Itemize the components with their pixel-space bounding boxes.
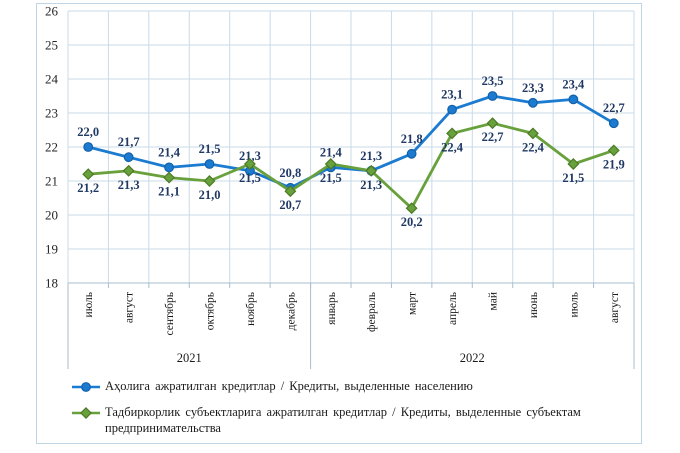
svg-text:23,1: 23,1 (441, 88, 463, 102)
svg-text:август: август (609, 292, 621, 323)
legend-label-business: Тадбиркорлик субъектларига ажратилган кр… (105, 404, 581, 436)
svg-text:25: 25 (45, 38, 58, 53)
svg-text:июль: июль (568, 292, 580, 317)
svg-text:21,1: 21,1 (158, 185, 180, 199)
svg-text:январь: январь (326, 292, 338, 325)
line-circle-marker-icon (72, 382, 100, 392)
svg-text:21,2: 21,2 (77, 181, 99, 195)
svg-text:август: август (124, 292, 136, 323)
svg-text:22,7: 22,7 (603, 101, 625, 115)
svg-text:21,5: 21,5 (199, 142, 221, 156)
svg-text:20,2: 20,2 (401, 215, 423, 229)
svg-text:22,4: 22,4 (522, 140, 545, 154)
svg-text:21,9: 21,9 (603, 157, 625, 171)
svg-text:21,3: 21,3 (118, 178, 140, 192)
svg-text:21,0: 21,0 (199, 188, 221, 202)
svg-text:февраль: февраль (366, 292, 378, 332)
svg-text:22: 22 (45, 140, 58, 155)
svg-text:июнь: июнь (528, 292, 540, 318)
svg-text:22,4: 22,4 (441, 140, 464, 154)
svg-text:21,8: 21,8 (401, 132, 423, 146)
svg-text:22,7: 22,7 (482, 130, 504, 144)
svg-text:22,0: 22,0 (77, 125, 99, 139)
svg-text:21,4: 21,4 (158, 145, 181, 159)
svg-text:19: 19 (45, 242, 58, 257)
svg-text:23,4: 23,4 (562, 77, 585, 91)
svg-text:26: 26 (45, 4, 59, 19)
svg-text:2021: 2021 (177, 351, 202, 365)
svg-text:21,3: 21,3 (360, 178, 382, 192)
svg-text:18: 18 (45, 276, 58, 291)
svg-text:2022: 2022 (460, 351, 485, 365)
legend-item-business: Тадбиркорлик субъектларига ажратилган кр… (71, 404, 627, 437)
svg-text:21,7: 21,7 (118, 135, 140, 149)
chart-legend: Аҳолига ажратилган кредитлар / Кредиты, … (71, 378, 627, 446)
svg-text:21,5: 21,5 (239, 171, 261, 185)
svg-text:март: март (407, 292, 419, 315)
svg-text:21: 21 (45, 174, 58, 189)
svg-text:июль: июль (83, 292, 95, 317)
legend-item-population: Аҳолига ажратилган кредитлар / Кредиты, … (71, 378, 627, 395)
svg-text:20,8: 20,8 (279, 166, 301, 180)
svg-text:май: май (488, 292, 500, 310)
svg-text:21,3: 21,3 (360, 149, 382, 163)
svg-text:сентябрь: сентябрь (164, 292, 176, 336)
chart-frame: 18 19 20 21 22 23 24 25 26 июль август сентябрь октя… (36, 3, 642, 444)
svg-text:23,5: 23,5 (482, 74, 504, 88)
svg-text:октябрь: октябрь (205, 292, 217, 330)
svg-text:20: 20 (45, 208, 58, 223)
svg-text:23: 23 (45, 106, 58, 121)
svg-text:20,7: 20,7 (279, 198, 301, 212)
legend-label-population: Аҳолига ажратилган кредитлар / Кредиты, … (105, 379, 473, 393)
svg-text:ноябрь: ноябрь (245, 292, 257, 326)
svg-text:24: 24 (45, 72, 59, 87)
line-diamond-marker-icon (72, 406, 100, 419)
svg-text:21,4: 21,4 (320, 145, 343, 159)
svg-text:21,3: 21,3 (239, 149, 261, 163)
svg-text:23,3: 23,3 (522, 81, 544, 95)
svg-text:апрель: апрель (447, 292, 459, 325)
svg-text:21,5: 21,5 (562, 171, 584, 185)
svg-text:декабрь: декабрь (285, 292, 297, 330)
svg-text:21,5: 21,5 (320, 171, 342, 185)
